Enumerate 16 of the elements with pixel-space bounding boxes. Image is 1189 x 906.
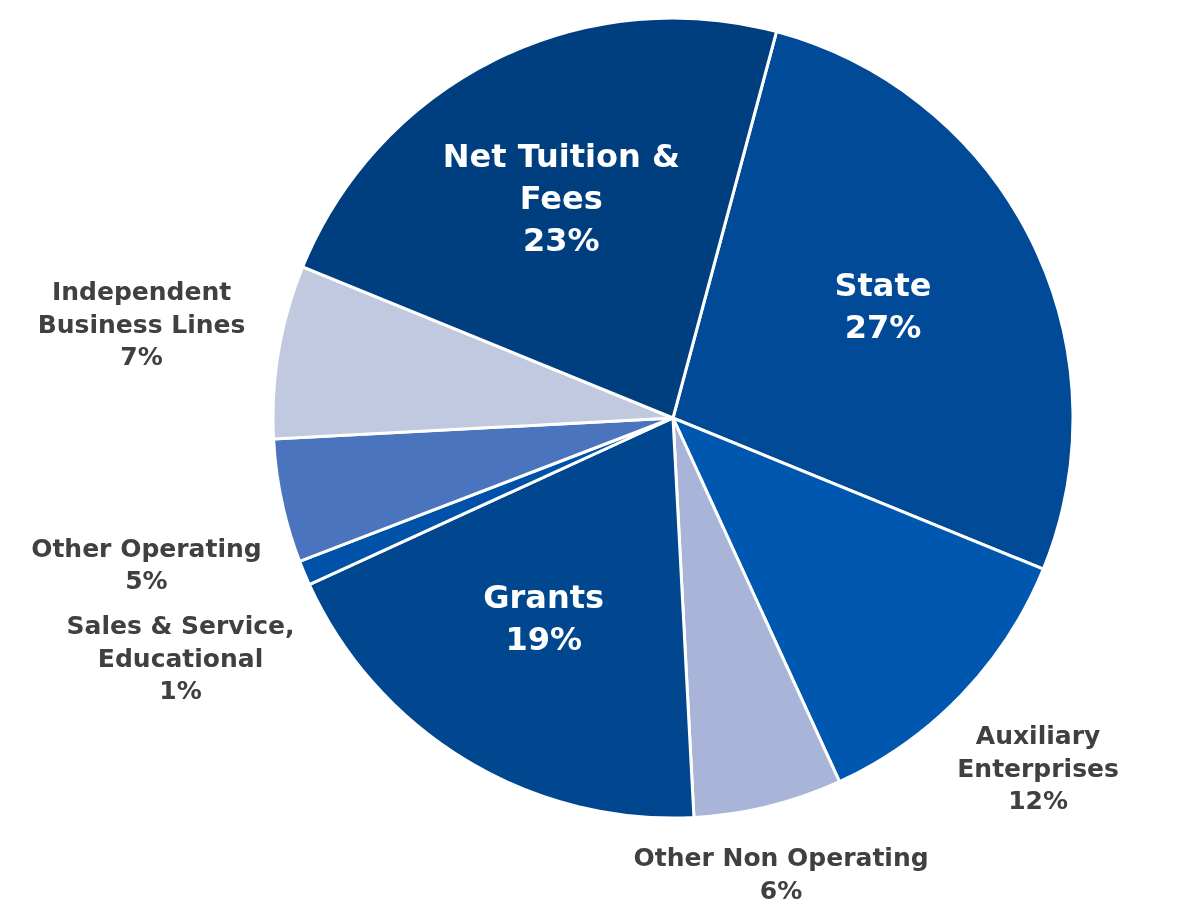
slice-label: Independent Business Lines [37, 276, 246, 339]
data-label: 27% [844, 308, 922, 347]
slice-label: Other Operating [31, 533, 262, 563]
data-label: 23% [522, 220, 600, 259]
slice-label: Sales & Service, Educational [66, 610, 295, 673]
data-label: 5% [125, 565, 168, 595]
slice-label: State [834, 266, 932, 305]
data-label: 19% [505, 620, 582, 659]
slice-label: Grants [483, 578, 605, 617]
data-label: 1% [159, 675, 202, 705]
data-label: 7% [120, 341, 163, 371]
slice-label: Net Tuition & Fees [442, 137, 680, 218]
slice-label: Auxiliary Enterprises [957, 720, 1119, 783]
data-label: 6% [759, 875, 803, 905]
data-label: 12% [1008, 785, 1068, 815]
slice-label: Other Non Operating [633, 842, 929, 872]
